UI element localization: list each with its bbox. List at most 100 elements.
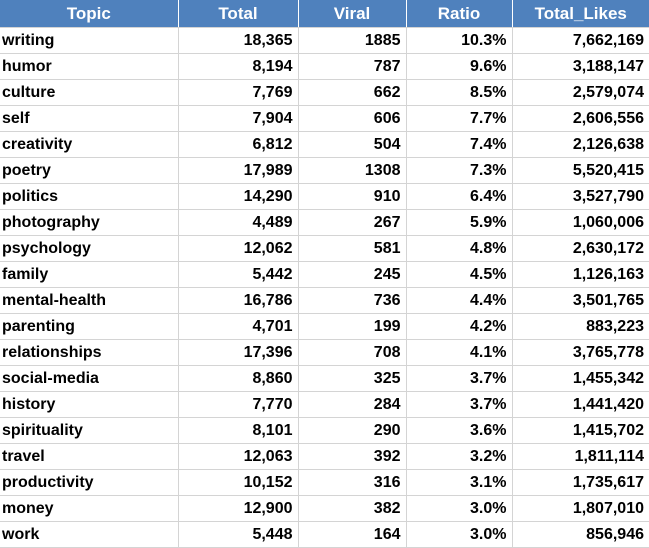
column-header-ratio[interactable]: Ratio	[406, 0, 513, 28]
column-header-topic[interactable]: Topic	[0, 0, 179, 28]
cell-topic[interactable]: history	[0, 391, 179, 418]
cell-topic[interactable]: money	[0, 495, 179, 522]
cell-topic[interactable]: spirituality	[0, 417, 179, 444]
cell-total-likes[interactable]: 3,765,778	[512, 339, 649, 366]
cell-total-likes[interactable]: 2,579,074	[512, 79, 649, 106]
cell-total-likes[interactable]: 2,630,172	[512, 235, 649, 262]
cell-total-likes[interactable]: 856,946	[512, 521, 649, 548]
cell-ratio[interactable]: 3.0%	[406, 495, 513, 522]
cell-total-likes[interactable]: 883,223	[512, 313, 649, 340]
cell-viral[interactable]: 382	[298, 495, 407, 522]
cell-ratio[interactable]: 5.9%	[406, 209, 513, 236]
cell-total[interactable]: 7,904	[178, 105, 299, 132]
cell-total-likes[interactable]: 3,527,790	[512, 183, 649, 210]
cell-viral[interactable]: 1885	[298, 27, 407, 54]
cell-ratio[interactable]: 10.3%	[406, 27, 513, 54]
cell-total-likes[interactable]: 1,455,342	[512, 365, 649, 392]
cell-total-likes[interactable]: 1,415,702	[512, 417, 649, 444]
cell-ratio[interactable]: 8.5%	[406, 79, 513, 106]
cell-ratio[interactable]: 3.2%	[406, 443, 513, 470]
cell-topic[interactable]: poetry	[0, 157, 179, 184]
cell-topic[interactable]: travel	[0, 443, 179, 470]
cell-viral[interactable]: 606	[298, 105, 407, 132]
cell-total-likes[interactable]: 1,811,114	[512, 443, 649, 470]
cell-viral[interactable]: 392	[298, 443, 407, 470]
cell-viral[interactable]: 708	[298, 339, 407, 366]
cell-ratio[interactable]: 4.4%	[406, 287, 513, 314]
cell-total[interactable]: 12,900	[178, 495, 299, 522]
cell-total-likes[interactable]: 2,126,638	[512, 131, 649, 158]
cell-topic[interactable]: relationships	[0, 339, 179, 366]
cell-topic[interactable]: creativity	[0, 131, 179, 158]
cell-total[interactable]: 10,152	[178, 469, 299, 496]
cell-total[interactable]: 8,194	[178, 53, 299, 80]
cell-total[interactable]: 12,063	[178, 443, 299, 470]
cell-viral[interactable]: 504	[298, 131, 407, 158]
cell-total[interactable]: 8,101	[178, 417, 299, 444]
cell-topic[interactable]: self	[0, 105, 179, 132]
cell-topic[interactable]: culture	[0, 79, 179, 106]
cell-ratio[interactable]: 7.4%	[406, 131, 513, 158]
cell-viral[interactable]: 662	[298, 79, 407, 106]
cell-total-likes[interactable]: 5,520,415	[512, 157, 649, 184]
cell-total-likes[interactable]: 3,188,147	[512, 53, 649, 80]
cell-topic[interactable]: psychology	[0, 235, 179, 262]
cell-ratio[interactable]: 4.5%	[406, 261, 513, 288]
cell-viral[interactable]: 325	[298, 365, 407, 392]
cell-topic[interactable]: social-media	[0, 365, 179, 392]
cell-viral[interactable]: 284	[298, 391, 407, 418]
cell-topic[interactable]: productivity	[0, 469, 179, 496]
cell-topic[interactable]: work	[0, 521, 179, 548]
cell-total-likes[interactable]: 2,606,556	[512, 105, 649, 132]
cell-total-likes[interactable]: 1,060,006	[512, 209, 649, 236]
cell-ratio[interactable]: 7.3%	[406, 157, 513, 184]
cell-topic[interactable]: politics	[0, 183, 179, 210]
cell-ratio[interactable]: 4.1%	[406, 339, 513, 366]
cell-total[interactable]: 17,396	[178, 339, 299, 366]
cell-viral[interactable]: 1308	[298, 157, 407, 184]
cell-total[interactable]: 5,448	[178, 521, 299, 548]
cell-total[interactable]: 4,701	[178, 313, 299, 340]
cell-total[interactable]: 8,860	[178, 365, 299, 392]
cell-viral[interactable]: 290	[298, 417, 407, 444]
cell-total[interactable]: 4,489	[178, 209, 299, 236]
cell-viral[interactable]: 245	[298, 261, 407, 288]
column-header-viral[interactable]: Viral	[298, 0, 407, 28]
cell-ratio[interactable]: 3.6%	[406, 417, 513, 444]
cell-viral[interactable]: 581	[298, 235, 407, 262]
cell-viral[interactable]: 164	[298, 521, 407, 548]
cell-total[interactable]: 6,812	[178, 131, 299, 158]
cell-total[interactable]: 7,770	[178, 391, 299, 418]
cell-total-likes[interactable]: 7,662,169	[512, 27, 649, 54]
cell-total[interactable]: 17,989	[178, 157, 299, 184]
cell-topic[interactable]: photography	[0, 209, 179, 236]
cell-total[interactable]: 5,442	[178, 261, 299, 288]
cell-total[interactable]: 12,062	[178, 235, 299, 262]
cell-ratio[interactable]: 4.2%	[406, 313, 513, 340]
cell-total-likes[interactable]: 1,126,163	[512, 261, 649, 288]
cell-ratio[interactable]: 4.8%	[406, 235, 513, 262]
cell-ratio[interactable]: 9.6%	[406, 53, 513, 80]
cell-ratio[interactable]: 6.4%	[406, 183, 513, 210]
cell-viral[interactable]: 316	[298, 469, 407, 496]
cell-topic[interactable]: parenting	[0, 313, 179, 340]
cell-total-likes[interactable]: 1,735,617	[512, 469, 649, 496]
cell-viral[interactable]: 787	[298, 53, 407, 80]
cell-topic[interactable]: writing	[0, 27, 179, 54]
cell-total-likes[interactable]: 3,501,765	[512, 287, 649, 314]
cell-ratio[interactable]: 3.0%	[406, 521, 513, 548]
column-header-total[interactable]: Total	[178, 0, 299, 28]
cell-topic[interactable]: humor	[0, 53, 179, 80]
cell-viral[interactable]: 199	[298, 313, 407, 340]
cell-total[interactable]: 7,769	[178, 79, 299, 106]
cell-total[interactable]: 14,290	[178, 183, 299, 210]
cell-ratio[interactable]: 3.7%	[406, 365, 513, 392]
cell-viral[interactable]: 267	[298, 209, 407, 236]
cell-topic[interactable]: mental-health	[0, 287, 179, 314]
cell-total[interactable]: 16,786	[178, 287, 299, 314]
cell-viral[interactable]: 910	[298, 183, 407, 210]
cell-total-likes[interactable]: 1,441,420	[512, 391, 649, 418]
cell-ratio[interactable]: 3.7%	[406, 391, 513, 418]
cell-topic[interactable]: family	[0, 261, 179, 288]
cell-total-likes[interactable]: 1,807,010	[512, 495, 649, 522]
